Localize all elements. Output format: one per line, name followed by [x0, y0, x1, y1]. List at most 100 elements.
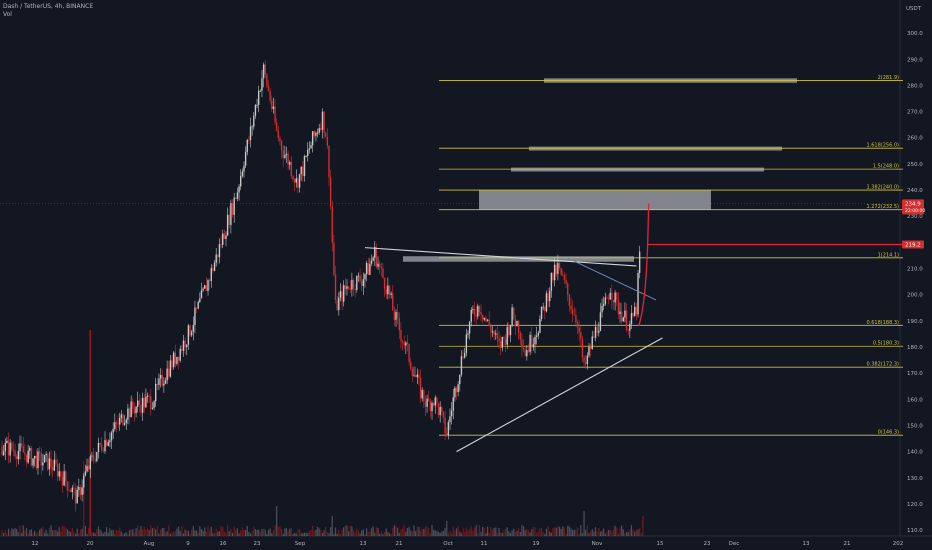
- volume-bar: [177, 526, 180, 536]
- volume-bar: [392, 527, 394, 536]
- x-tick-label: 23: [704, 541, 711, 547]
- volume-bar: [568, 526, 570, 536]
- candle-body: [187, 325, 190, 345]
- candle-body: [612, 299, 615, 303]
- candle-body: [143, 397, 145, 408]
- fib-level-label: 0.382(172.3): [866, 362, 899, 368]
- volume-bar: [107, 532, 109, 536]
- volume-bar: [339, 533, 342, 536]
- volume-bar: [622, 529, 624, 536]
- volume-bar: [143, 526, 145, 536]
- candle-body: [138, 400, 141, 405]
- volume-bar: [341, 530, 343, 536]
- candle-body: [580, 332, 582, 339]
- candle-body: [550, 272, 553, 291]
- x-tick-label: 19: [533, 541, 540, 547]
- volume-bar: [598, 527, 600, 536]
- candle-body: [150, 396, 152, 409]
- candle-body: [135, 406, 137, 414]
- volume-bar: [323, 530, 325, 536]
- volume-bar: [521, 525, 523, 536]
- candle-body: [91, 455, 93, 457]
- volume-bar: [1, 529, 3, 536]
- candle-body: [398, 318, 401, 331]
- volume-bar: [370, 528, 373, 536]
- volume-bar: [227, 525, 229, 536]
- volume-bar: [418, 527, 420, 536]
- candle-body: [207, 280, 209, 292]
- candle-body: [71, 487, 74, 493]
- volume-bar: [524, 530, 526, 536]
- candle-body: [359, 275, 361, 282]
- x-tick-label: 21: [844, 541, 851, 547]
- y-tick-label: 140.0: [907, 450, 923, 456]
- candle-body: [583, 357, 585, 363]
- candle-body: [217, 254, 219, 258]
- candle-body: [303, 156, 306, 177]
- candle-body: [454, 387, 456, 398]
- y-tick-label: 200.0: [907, 293, 923, 299]
- volume-bar: [478, 525, 481, 536]
- volume-bar: [88, 527, 90, 536]
- candle-body: [99, 443, 101, 445]
- volume-bar: [364, 533, 366, 536]
- volume-bar: [542, 532, 544, 536]
- candle-body: [230, 203, 232, 225]
- volume-bar: [109, 528, 111, 536]
- candle-body: [256, 104, 258, 106]
- volume-bar: [34, 530, 36, 536]
- volume-bar: [349, 525, 351, 536]
- x-tick-label: 11: [481, 541, 488, 547]
- candle-body: [408, 344, 410, 362]
- candle-body: [102, 450, 105, 452]
- candle-body: [310, 145, 312, 149]
- candle-body: [94, 459, 96, 461]
- volume-bar: [182, 533, 185, 536]
- volume-bar: [629, 529, 631, 536]
- candle-body: [522, 347, 525, 350]
- candle-body: [331, 206, 333, 243]
- volume-bar: [30, 529, 33, 536]
- volume-bar: [150, 525, 152, 536]
- volume-bar: [55, 529, 57, 536]
- candle-body: [593, 336, 595, 338]
- volume-bar: [19, 525, 21, 536]
- candle-body: [563, 275, 566, 281]
- candle-body: [290, 162, 293, 177]
- volume-bar: [565, 533, 567, 536]
- candle-body: [481, 314, 484, 320]
- volume-bar: [415, 531, 417, 536]
- candle-body: [19, 443, 21, 452]
- candle-body: [483, 317, 486, 320]
- volume-bar: [454, 530, 456, 536]
- volume-bar: [519, 532, 521, 536]
- candle-body: [238, 186, 240, 193]
- candle-body: [468, 321, 471, 334]
- volume-bar: [485, 533, 487, 536]
- volume-bar: [124, 533, 126, 536]
- volume-bar: [437, 531, 440, 536]
- candle-body: [235, 197, 237, 199]
- y-tick-label: 180.0: [907, 345, 923, 351]
- volume-bar: [163, 527, 165, 536]
- volume-bar: [464, 532, 466, 536]
- volume-bar: [83, 461, 85, 536]
- candle-body: [431, 402, 433, 412]
- candle-body: [120, 414, 123, 418]
- volume-bar: [266, 533, 268, 536]
- y-tick-label: 150.0: [907, 424, 923, 430]
- candle-body: [552, 272, 554, 281]
- volume-bar: [578, 533, 580, 536]
- candle-body: [17, 451, 20, 460]
- volume-bar: [509, 532, 512, 536]
- volume-bar: [115, 529, 118, 536]
- volume-bar: [101, 531, 103, 536]
- x-tick-label: 12: [32, 541, 39, 547]
- volume-bar: [545, 528, 548, 536]
- candle-body: [271, 100, 273, 109]
- candle-body: [630, 313, 633, 324]
- candle-body: [480, 311, 482, 315]
- volume-bar: [300, 533, 302, 536]
- volume-bar: [79, 529, 82, 536]
